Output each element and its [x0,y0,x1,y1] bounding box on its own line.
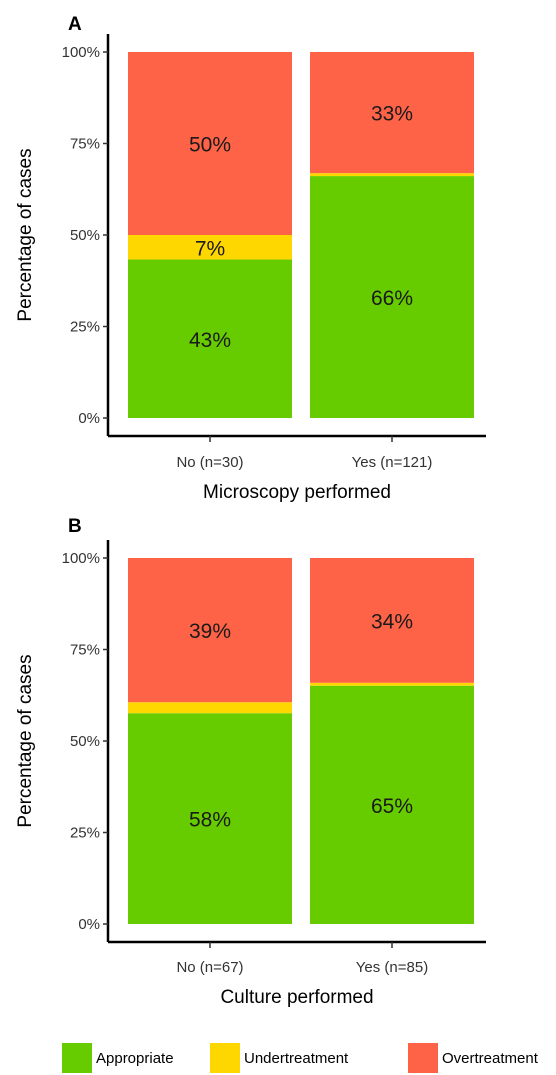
legend-swatch [62,1043,92,1073]
y-tick-label: 100% [62,44,100,61]
legend-label: Overtreatment [442,1050,539,1067]
data-label-overtreatment: 34% [371,610,413,633]
data-label-overtreatment: 33% [371,103,413,126]
panel-b: B 58% 39% 65% 34% 0% 25% 50% 75% 100% No (n=67) Yes… [15,516,486,1008]
data-label-appropriate: 43% [189,329,231,352]
bar-segment-appropriate [310,176,474,418]
y-axis-title: Percentage of cases [15,148,36,321]
legend-label: Undertreatment [244,1050,349,1067]
data-label-appropriate: 58% [189,809,231,832]
y-tick-label: 50% [70,733,100,750]
x-axis-title: Culture performed [220,987,373,1008]
y-tick-label: 25% [70,825,100,842]
bar-yes-n-85: 65% 34% [310,558,474,924]
x-tick-label: Yes (n=121) [352,454,433,471]
data-label-appropriate: 65% [371,795,413,818]
y-tick-label: 50% [70,227,100,244]
bar-segment-appropriate [128,713,292,924]
data-label-undertreatment: 7% [195,237,225,260]
bar-no-n-30: 43% 7% 50% [128,52,292,418]
y-tick-label: 25% [70,319,100,336]
legend-swatch [210,1043,240,1073]
x-tick-label: No (n=30) [176,454,243,471]
x-tick-label: No (n=67) [176,959,243,976]
legend: Appropriate Undertreatment Overtreatment [62,1043,539,1073]
bar-segment-appropriate [310,685,474,924]
data-label-appropriate: 66% [371,287,413,310]
bar-yes-n-121: 66% 33% [310,52,474,418]
bar-segment-undertreatment [310,173,474,177]
bar-segment-overtreatment [128,52,292,235]
y-tick-label: 100% [62,550,100,567]
legend-label: Appropriate [96,1050,174,1067]
bar-segment-overtreatment [310,558,474,683]
y-tick-label: 75% [70,642,100,659]
bar-segment-overtreatment [128,558,292,703]
y-tick-label: 0% [78,410,100,427]
bar-segment-undertreatment [310,682,474,686]
data-label-overtreatment: 50% [189,134,231,157]
panel-a: A 43% 7% 50% 66% 33% 0% 25% 50% 75% 100% No (n=30) Y… [15,14,486,503]
legend-item-undertreatment: Undertreatment [210,1043,349,1073]
bar-segment-appropriate [128,259,292,418]
bar-no-n-67: 58% 39% [128,558,292,924]
x-tick-label: Yes (n=85) [356,959,428,976]
y-tick-label: 0% [78,916,100,933]
panel-letter: B [68,516,82,537]
bar-segment-overtreatment [310,52,474,174]
x-axis-title: Microscopy performed [203,482,391,503]
bar-segment-undertreatment [128,235,292,260]
y-tick-label: 75% [70,136,100,153]
data-label-overtreatment: 39% [189,620,231,643]
legend-item-overtreatment: Overtreatment [408,1043,539,1073]
panel-letter: A [68,14,82,35]
legend-swatch [408,1043,438,1073]
legend-item-appropriate: Appropriate [62,1043,174,1073]
y-axis-title: Percentage of cases [15,654,36,827]
bar-segment-undertreatment [128,702,292,714]
